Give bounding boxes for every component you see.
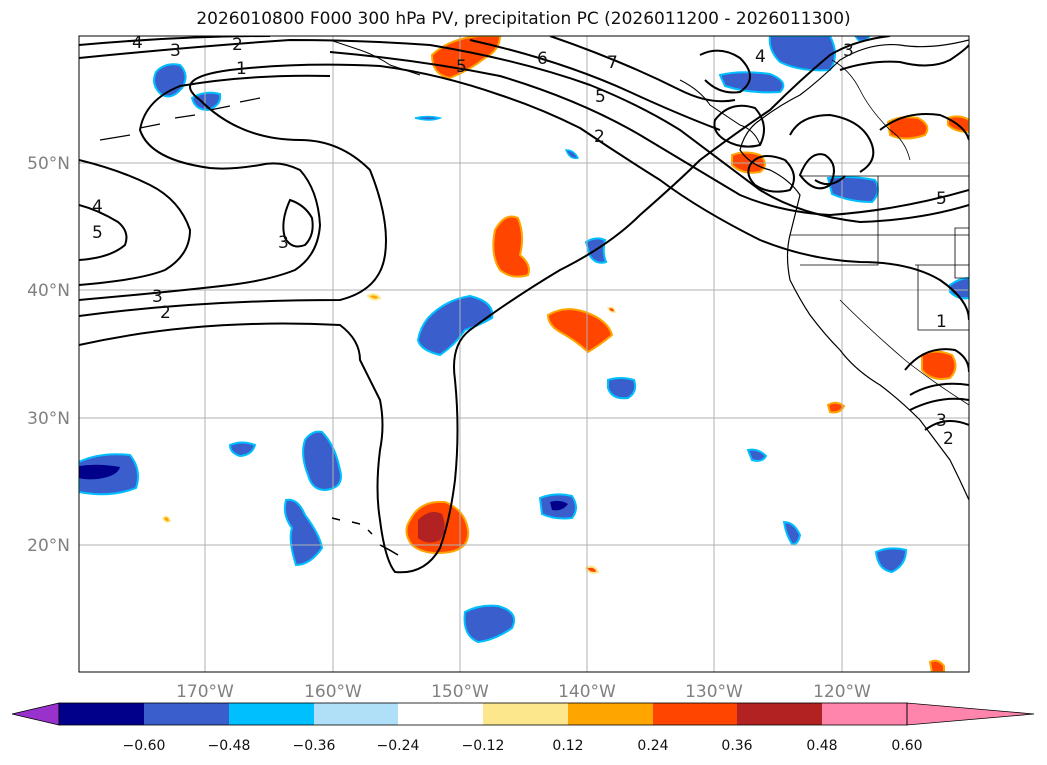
contour-label: 3 xyxy=(152,287,163,307)
colorbar-extend-low xyxy=(11,702,60,726)
contour-labels: 4 3 2 1 6 7 5 2 4 3 5 4 5 3 2 3 1 3 2 5 xyxy=(92,33,954,449)
lon-tick-label: 130°W xyxy=(685,682,743,702)
contour-label: 5 xyxy=(936,189,947,209)
lat-tick-label: 40°N xyxy=(27,281,70,301)
contour-label: 1 xyxy=(936,312,947,332)
lon-tick-label: 150°W xyxy=(431,682,489,702)
colorbar-tick-label: −0.24 xyxy=(377,738,420,754)
colorbar-segment xyxy=(398,703,483,725)
lon-tick-label: 120°W xyxy=(813,682,871,702)
lat-tick-label: 20°N xyxy=(27,536,70,556)
colorbar-tick-label: 0.60 xyxy=(891,738,922,754)
colorbar-segment xyxy=(314,703,398,725)
contour-label: 3 xyxy=(936,411,947,431)
contour-label: 1 xyxy=(236,59,247,79)
colorbar-segment xyxy=(59,703,144,725)
contour-label: 7 xyxy=(607,53,618,73)
precipitation-anomaly-shading xyxy=(79,36,969,672)
colorbar-segment xyxy=(144,703,229,725)
contour-label: 5 xyxy=(595,87,606,107)
contour-label: 2 xyxy=(594,127,605,147)
longitude-labels: 170°W 160°W 150°W 140°W 130°W 120°W xyxy=(176,682,871,702)
contour-label: 3 xyxy=(278,233,289,253)
colorbar-segment xyxy=(653,703,737,725)
colorbar-tick-label: −0.60 xyxy=(123,738,166,754)
colorbar-segment xyxy=(229,703,314,725)
graticule xyxy=(79,36,969,672)
contour-label: 3 xyxy=(843,41,854,61)
lat-tick-label: 30°N xyxy=(27,409,70,429)
lat-tick-label: 50°N xyxy=(27,154,70,174)
contour-label: 5 xyxy=(92,223,103,243)
colorbar-segment xyxy=(483,703,568,725)
colorbar-segment xyxy=(568,703,653,725)
lon-tick-label: 140°W xyxy=(558,682,616,702)
contour-label: 4 xyxy=(755,47,766,67)
colorbar-tick-label: −0.12 xyxy=(462,738,505,754)
contour-label: 4 xyxy=(92,197,103,217)
map-title: 2026010800 F000 300 hPa PV, precipitatio… xyxy=(196,9,851,29)
colorbar: −0.60 −0.48 −0.36 −0.24 −0.12 0.12 0.24 … xyxy=(11,702,1035,754)
colorbar-tick-label: −0.36 xyxy=(293,738,336,754)
latitude-labels: 50°N 40°N 30°N 20°N xyxy=(27,154,70,556)
contour-label: 2 xyxy=(232,35,243,55)
lon-tick-label: 170°W xyxy=(176,682,234,702)
colorbar-segment xyxy=(737,703,822,725)
colorbar-tick-label: 0.48 xyxy=(806,738,837,754)
colorbar-tick-label: −0.48 xyxy=(208,738,251,754)
colorbar-segment xyxy=(822,703,907,725)
contour-label: 4 xyxy=(132,33,143,53)
contour-label: 3 xyxy=(170,41,181,61)
contour-label: 2 xyxy=(160,303,171,323)
contour-label: 6 xyxy=(537,49,548,69)
contour-label: 2 xyxy=(943,429,954,449)
colorbar-extend-high xyxy=(906,702,1035,726)
coastlines xyxy=(99,39,969,556)
map-frame xyxy=(78,35,970,673)
lon-tick-label: 160°W xyxy=(304,682,362,702)
colorbar-tick-label: 0.36 xyxy=(721,738,752,754)
contour-label: 5 xyxy=(456,57,467,77)
pv-contours xyxy=(79,36,969,574)
colorbar-tick-label: 0.12 xyxy=(552,738,583,754)
colorbar-tick-label: 0.24 xyxy=(637,738,668,754)
